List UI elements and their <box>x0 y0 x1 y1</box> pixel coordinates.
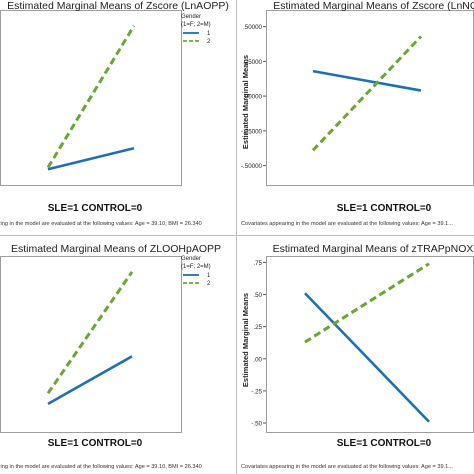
series-line-2 <box>46 270 134 395</box>
plot-frame <box>266 10 474 186</box>
chart-title: Estimated Marginal Means of zTRAPpNOX <box>273 243 474 255</box>
y-tick-label: .50 <box>253 292 262 299</box>
series-line-1 <box>304 292 430 423</box>
series-line-1 <box>312 69 422 92</box>
chart-panel-4: Estimated Marginal Means of zTRAPpNOX .75… <box>241 243 474 470</box>
y-axis-label: Estimated Marginal Means <box>241 55 250 149</box>
x-axis-label: SLE=1 CONTROL=0 <box>337 203 432 214</box>
y-tick-label: .75 <box>253 260 262 267</box>
series-line-2 <box>311 35 423 152</box>
legend-subtitle: (1=F; 2=M) <box>181 22 211 28</box>
footnote: Covariates appearing in the model are ev… <box>241 464 453 470</box>
legend-label-1: 1 <box>207 273 211 279</box>
vertical-divider <box>236 0 237 474</box>
legend-subtitle: (1=F; 2=M) <box>181 264 211 270</box>
legend-title: Gender <box>181 14 201 20</box>
chart-title: Estimated Marginal Means of Zscore (LnNO… <box>273 0 474 12</box>
plot-frame <box>0 256 182 433</box>
y-tick-label: .25000 <box>243 59 262 66</box>
legend-label-2: 2 <box>207 281 211 287</box>
y-tick-label: -.50000 <box>241 163 263 170</box>
y-axis-label: Estimated Marginal Means <box>241 293 250 387</box>
chart-panel-1: Estimated Marginal Means of Zscore (LnAO… <box>0 0 229 227</box>
y-tick-label: .50000 <box>243 24 262 31</box>
series-line-2 <box>304 262 430 344</box>
x-axis-label: SLE=1 CONTROL=0 <box>337 438 432 449</box>
x-axis-label: SLE=1 CONTROL=0 <box>48 203 143 214</box>
y-tick-label: .25 <box>253 324 262 331</box>
chart-panel-3: Estimated Marginal Means of ZLOOHpAOPP SL… <box>0 243 221 470</box>
legend-title: Gender <box>181 256 201 262</box>
y-tick-label: -.50 <box>251 421 262 428</box>
legend-label-1: 1 <box>207 31 211 37</box>
y-tick-label: -.25000 <box>241 128 263 135</box>
footnote: ...ring in the model are evaluated at th… <box>0 221 202 227</box>
x-axis-label: SLE=1 CONTROL=0 <box>48 438 143 449</box>
y-tick-label: .00000 <box>243 94 262 101</box>
chart-panel-2: Estimated Marginal Means of Zscore (LnNO… <box>241 0 474 227</box>
series-line-1 <box>47 355 133 405</box>
legend-label-2: 2 <box>207 39 211 45</box>
horizontal-divider <box>0 235 474 236</box>
chart-title: Estimated Marginal Means of ZLOOHpAOPP <box>11 243 221 255</box>
plot-frame <box>0 10 182 186</box>
plot-frame <box>266 256 474 433</box>
series-line-1 <box>47 146 135 171</box>
footnote: ...ring in the model are evaluated at th… <box>0 464 202 470</box>
y-tick-label: .00 <box>253 356 262 363</box>
footnote: Covariates appearing in the model are ev… <box>241 221 453 227</box>
y-tick-label: -.25 <box>251 388 262 395</box>
chart-title: Estimated Marginal Means of Zscore (LnAO… <box>7 0 229 12</box>
series-line-2 <box>46 24 136 169</box>
